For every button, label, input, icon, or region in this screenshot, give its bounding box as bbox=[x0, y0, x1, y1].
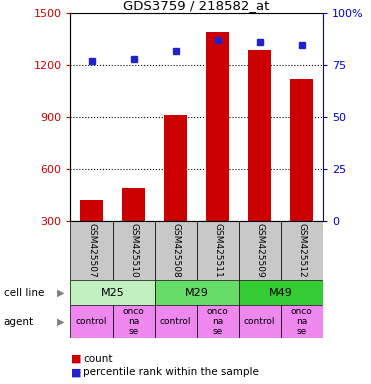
Text: control: control bbox=[160, 317, 191, 326]
Text: M29: M29 bbox=[185, 288, 209, 298]
Bar bbox=[155, 280, 239, 305]
Bar bbox=[155, 221, 197, 280]
Text: GSM425511: GSM425511 bbox=[213, 223, 222, 278]
Bar bbox=[70, 221, 112, 280]
Text: onco
na
se: onco na se bbox=[123, 307, 144, 336]
Bar bbox=[239, 305, 281, 338]
Text: cell line: cell line bbox=[4, 288, 44, 298]
Bar bbox=[164, 115, 187, 221]
Text: ■: ■ bbox=[70, 354, 81, 364]
Bar bbox=[248, 50, 271, 221]
Text: GSM425509: GSM425509 bbox=[255, 223, 264, 278]
Bar bbox=[70, 305, 112, 338]
Text: count: count bbox=[83, 354, 113, 364]
Bar bbox=[197, 305, 239, 338]
Text: onco
na
se: onco na se bbox=[291, 307, 313, 336]
Bar bbox=[197, 221, 239, 280]
Bar bbox=[112, 305, 155, 338]
Text: GSM425508: GSM425508 bbox=[171, 223, 180, 278]
Text: GSM425507: GSM425507 bbox=[87, 223, 96, 278]
Bar bbox=[239, 280, 323, 305]
Bar bbox=[70, 280, 155, 305]
Bar bbox=[206, 33, 229, 221]
Bar bbox=[290, 79, 313, 221]
Text: M49: M49 bbox=[269, 288, 293, 298]
Text: GSM425510: GSM425510 bbox=[129, 223, 138, 278]
Bar bbox=[122, 188, 145, 221]
Text: ▶: ▶ bbox=[58, 316, 65, 327]
Text: agent: agent bbox=[4, 316, 34, 327]
Text: GSM425512: GSM425512 bbox=[297, 223, 306, 278]
Text: onco
na
se: onco na se bbox=[207, 307, 229, 336]
Title: GDS3759 / 218582_at: GDS3759 / 218582_at bbox=[124, 0, 270, 12]
Text: M25: M25 bbox=[101, 288, 124, 298]
Bar bbox=[112, 221, 155, 280]
Text: ■: ■ bbox=[70, 367, 81, 377]
Bar bbox=[281, 305, 323, 338]
Bar bbox=[239, 221, 281, 280]
Bar bbox=[80, 200, 103, 221]
Text: control: control bbox=[244, 317, 275, 326]
Bar bbox=[155, 305, 197, 338]
Bar bbox=[281, 221, 323, 280]
Text: ▶: ▶ bbox=[58, 288, 65, 298]
Text: control: control bbox=[76, 317, 107, 326]
Text: percentile rank within the sample: percentile rank within the sample bbox=[83, 367, 259, 377]
